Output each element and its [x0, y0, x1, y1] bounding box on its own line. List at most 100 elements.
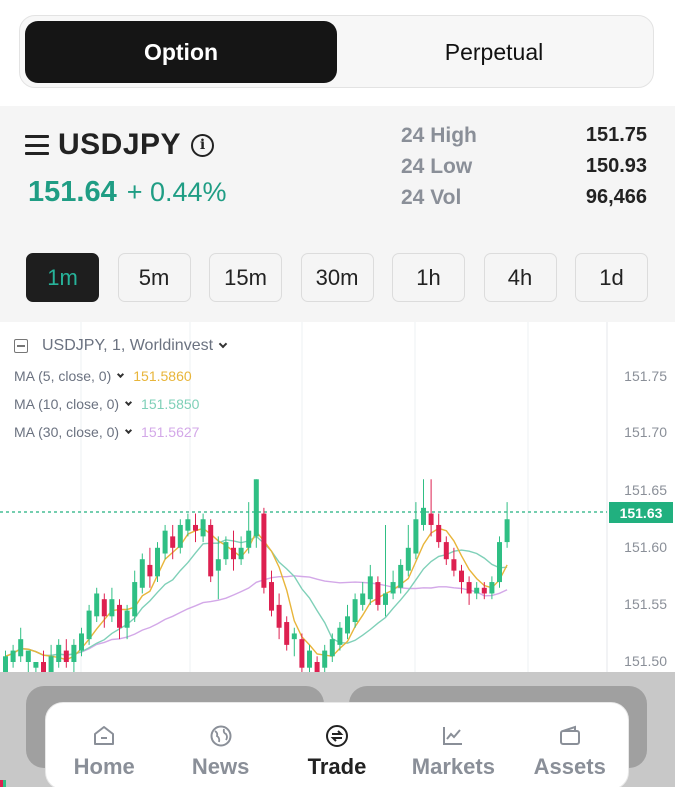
candle-body: [314, 662, 320, 674]
edge-candle-fragment: [0, 780, 6, 787]
candle-body: [504, 519, 510, 543]
candle-body: [421, 507, 426, 525]
candle-body: [177, 524, 183, 548]
candle-body: [459, 570, 464, 583]
candle-body: [25, 650, 31, 662]
legend-symbol[interactable]: USDJPY, 1, Worldinvest: [42, 337, 214, 354]
candle-body: [63, 650, 69, 662]
candle-body: [489, 582, 495, 594]
nav-assets[interactable]: Assets: [512, 703, 628, 780]
info-icon[interactable]: i: [191, 133, 215, 157]
stat-value: 150.93: [585, 155, 647, 177]
interval-15m[interactable]: 15m: [209, 253, 282, 302]
mode-toggle: Option Perpetual: [19, 15, 654, 88]
candle-body: [276, 604, 282, 628]
ma-value: 151.5860: [133, 368, 192, 384]
candle-body: [56, 644, 62, 662]
candle-body: [155, 547, 160, 577]
candle-body: [253, 479, 259, 537]
stat-label: 24 Low: [401, 154, 473, 178]
ma-value: 151.5627: [141, 424, 200, 440]
candle-body: [284, 622, 290, 645]
price-axis-label: 151.65: [624, 482, 667, 498]
candle-body: [147, 564, 153, 577]
interval-1h[interactable]: 1h: [392, 253, 465, 302]
stat-value: 151.75: [585, 124, 647, 146]
nav-markets[interactable]: Markets: [395, 703, 511, 780]
price-axis-label: 151.55: [624, 596, 667, 612]
menu-icon[interactable]: [25, 135, 49, 155]
chevron-down-icon[interactable]: [117, 370, 125, 378]
nav-trade[interactable]: Trade: [279, 703, 395, 780]
candle-body: [390, 582, 396, 594]
interval-1m[interactable]: 1m: [26, 253, 99, 302]
candle-body: [466, 582, 472, 594]
option-tab[interactable]: Option: [25, 21, 337, 83]
ma-10-row: MA (10, close, 0) 151.5850: [14, 390, 226, 418]
candle-body: [79, 633, 84, 651]
candle-body: [375, 582, 381, 605]
candle-body: [101, 599, 107, 617]
chart-legend: USDJPY, 1, Worldinvest MA (5, close, 0) …: [14, 337, 228, 446]
candle-body: [124, 610, 130, 628]
symbol-name[interactable]: USDJPY: [58, 128, 182, 161]
candlestick-chart[interactable]: USDJPY, 1, Worldinvest MA (5, close, 0) …: [0, 322, 675, 682]
candle-body: [269, 582, 274, 611]
bottom-nav: Home News Trade Markets Assets: [45, 702, 629, 787]
candle-body: [3, 656, 8, 674]
collapse-legend-icon[interactable]: [14, 339, 28, 353]
ma-label: MA (30, close, 0): [14, 424, 120, 440]
interval-1d[interactable]: 1d: [575, 253, 648, 302]
candle-body: [329, 639, 335, 657]
nav-news[interactable]: News: [163, 703, 279, 780]
chevron-down-icon[interactable]: [125, 398, 133, 406]
candle-body: [436, 524, 442, 543]
ma-30-line: [5, 575, 508, 657]
candle-body: [231, 547, 236, 560]
candle-body: [474, 587, 480, 594]
candle-body: [451, 559, 457, 571]
candle-body: [193, 524, 198, 531]
price-row: 151.64 + 0.44%: [28, 176, 227, 209]
chart-line-icon: [440, 723, 466, 749]
nav-home[interactable]: Home: [46, 703, 162, 780]
price-change: + 0.44%: [126, 177, 227, 207]
candle-body: [238, 547, 244, 560]
candle-body: [162, 530, 168, 554]
perpetual-tab[interactable]: Perpetual: [444, 38, 544, 65]
candle-body: [497, 542, 502, 583]
price-axis-label: 151.70: [624, 424, 667, 440]
chevron-down-icon[interactable]: [218, 339, 228, 348]
stat-value: 96,466: [585, 186, 647, 208]
ma-label: MA (5, close, 0): [14, 368, 112, 384]
candle-body: [86, 610, 92, 640]
candle-body: [139, 559, 145, 588]
candle-body: [383, 593, 388, 605]
price-axis-label: 151.50: [624, 653, 667, 669]
interval-5m[interactable]: 5m: [117, 253, 191, 302]
ma-5-row: MA (5, close, 0) 151.5860: [14, 362, 226, 390]
chart-canvas[interactable]: [0, 322, 675, 682]
chevron-down-icon[interactable]: [125, 426, 133, 434]
interval-4h[interactable]: 4h: [483, 253, 557, 302]
stats-panel: 24 High 151.75 24 Low 150.93 24 Vol 96,4…: [401, 120, 647, 213]
ticker-header: USDJPY i 151.64 + 0.44% 24 High 151.75 2…: [0, 106, 675, 322]
candle-body: [291, 633, 297, 640]
nav-label: Home: [73, 754, 135, 779]
stat-label: 24 Vol: [401, 185, 462, 209]
candle-body: [10, 650, 16, 662]
candle-body: [33, 662, 39, 668]
candle-body: [337, 627, 343, 645]
candle-body: [413, 519, 419, 554]
candle-body: [208, 524, 214, 577]
candle-body: [299, 639, 305, 668]
wallet-icon: [557, 723, 583, 749]
legend-title-row: USDJPY, 1, Worldinvest: [14, 337, 228, 355]
interval-30m[interactable]: 30m: [300, 253, 374, 302]
candle-body: [41, 662, 46, 674]
candle-body: [117, 604, 122, 628]
current-price: 151.64: [28, 176, 117, 208]
interval-selector: 1m 5m 15m 30m 1h 4h 1d: [26, 253, 648, 302]
symbol-row: USDJPY i: [25, 128, 215, 162]
price-axis-label: 151.60: [624, 539, 667, 555]
